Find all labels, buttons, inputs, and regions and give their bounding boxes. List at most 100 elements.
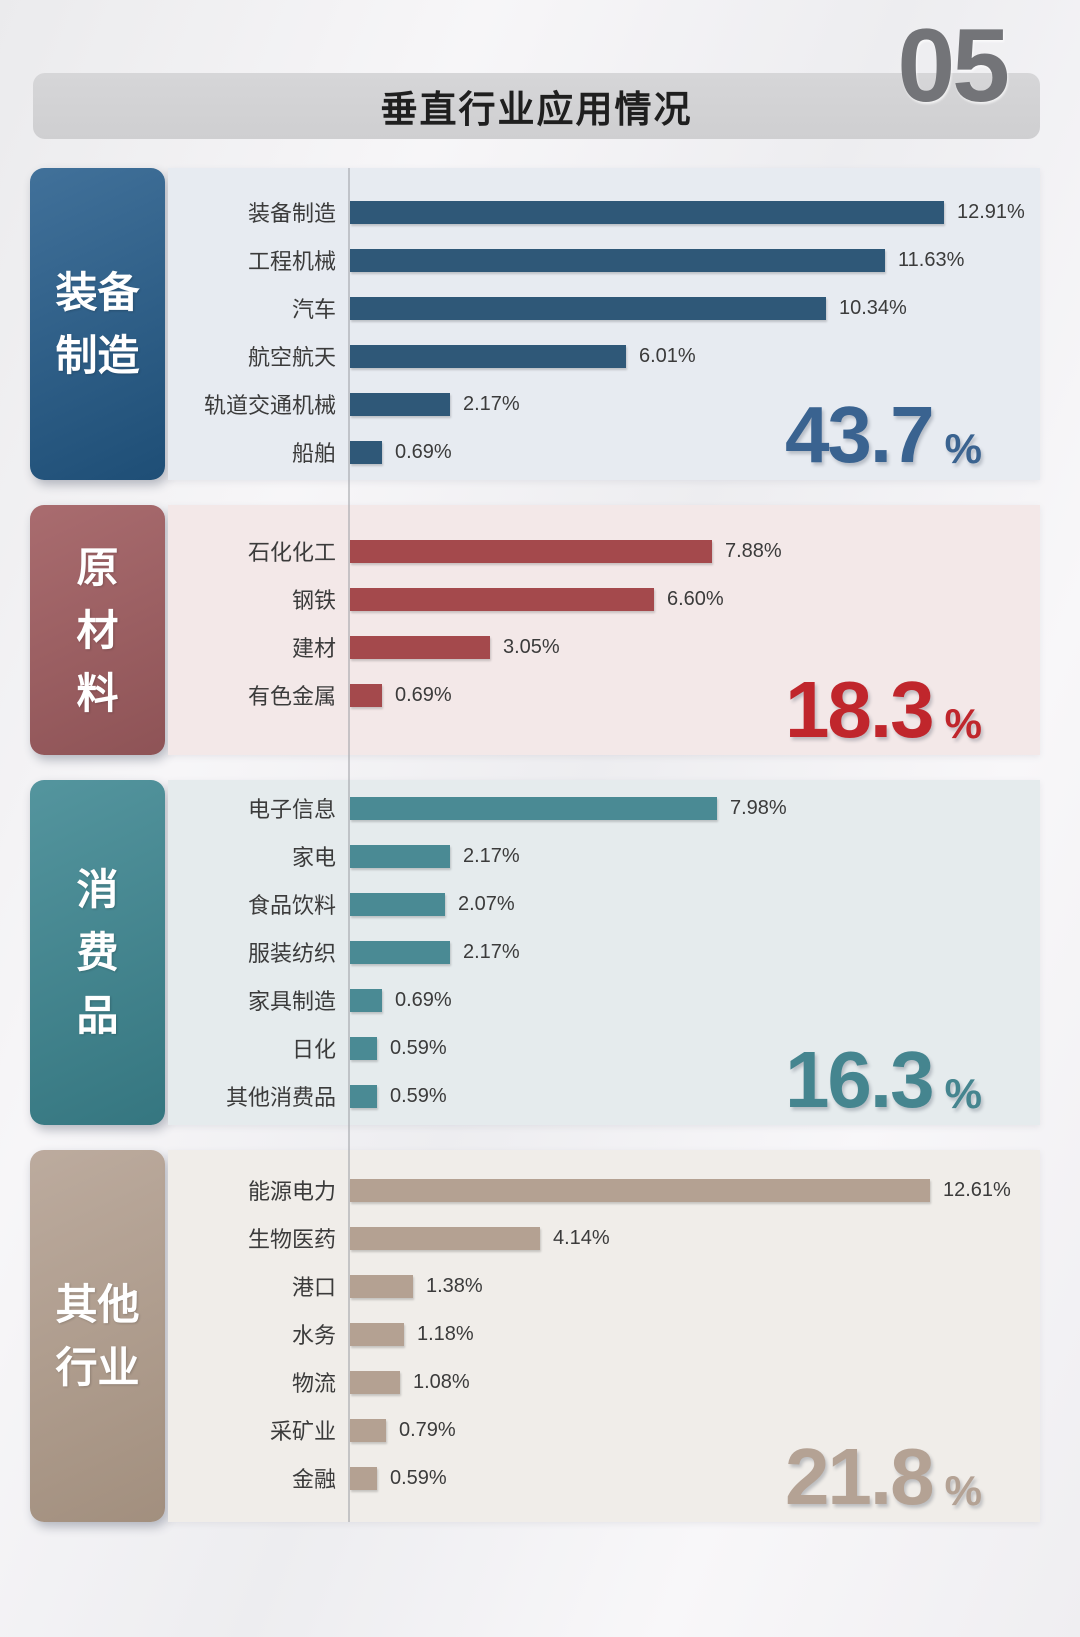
bar-row: 港口 1.38% xyxy=(168,1262,1040,1310)
bar xyxy=(350,1178,930,1202)
bar-value: 0.69% xyxy=(395,988,452,1011)
bar-label: 物流 xyxy=(291,1371,336,1396)
bar-row: 装备制造 12.91% xyxy=(168,188,1040,236)
bar xyxy=(350,296,826,320)
group-name-line: 制造 xyxy=(55,332,140,379)
bar xyxy=(350,392,450,416)
group-name-line: 材 xyxy=(76,606,119,654)
group-total-raw-materials: 18.3% xyxy=(784,665,982,755)
bar-row: 物流 1.08% xyxy=(168,1358,1040,1406)
bar-value: 1.38% xyxy=(426,1274,483,1297)
bar xyxy=(350,796,717,820)
bar-value: 3.05% xyxy=(503,635,560,658)
bar-value: 6.01% xyxy=(639,344,696,367)
bar-row: 食品饮料 2.07% xyxy=(168,880,1040,928)
group-name-line: 行业 xyxy=(55,1344,140,1391)
bar-label: 装备制造 xyxy=(247,201,336,226)
bar-label: 日化 xyxy=(291,1037,336,1062)
bar-row: 采矿业 0.79% xyxy=(168,1406,1040,1454)
group-name: 其他 行业 xyxy=(55,1273,139,1399)
bar-label: 石化化工 xyxy=(247,540,336,565)
bar-row: 汽车 10.34% xyxy=(168,284,1040,332)
percent-sign: % xyxy=(944,1070,982,1117)
group-name: 消费品 xyxy=(76,858,118,1047)
bar xyxy=(350,844,450,868)
axis-line xyxy=(348,168,350,1522)
bar xyxy=(350,1226,540,1250)
bar-label: 轨道交通机械 xyxy=(203,393,336,418)
section-consumer-goods: 消费品 电子信息 7.98% 家电 2.17% 食品饮料 2.07% 服装纺织 2.17% 家具制… xyxy=(30,780,1040,1125)
bar-value: 0.59% xyxy=(390,1466,447,1489)
chart-sections: 装备 制造 装备制造 12.91% 工程机械 11.63% 汽车 10.34% 航空航天 6.01… xyxy=(30,168,1040,1522)
bar-value: 2.17% xyxy=(463,844,520,867)
bar-label: 汽车 xyxy=(291,297,336,322)
bar xyxy=(350,892,445,916)
page-title: 垂直行业应用情况 xyxy=(380,89,693,130)
group-label-card-equipment-manufacturing: 装备 制造 xyxy=(30,168,165,480)
bar-label: 航空航天 xyxy=(247,345,336,370)
bar-value: 0.59% xyxy=(390,1084,447,1107)
group-name: 装备 制造 xyxy=(55,261,139,387)
group-total-number: 18.3 xyxy=(784,665,935,755)
bar-value: 6.60% xyxy=(667,587,724,610)
group-name-line: 其他 xyxy=(55,1281,140,1328)
group-total-number: 16.3 xyxy=(784,1035,935,1125)
bar-row: 日化 0.59% xyxy=(168,1024,1040,1072)
bar xyxy=(350,1274,413,1298)
bar-row: 工程机械 11.63% xyxy=(168,236,1040,284)
group-name-line: 品 xyxy=(76,992,119,1039)
bar xyxy=(350,1418,386,1442)
bar-label: 钢铁 xyxy=(291,588,336,613)
bar-label: 电子信息 xyxy=(247,797,336,822)
bar xyxy=(350,1466,377,1490)
group-total-other-industries: 21.8% xyxy=(784,1432,982,1522)
bar xyxy=(350,1322,404,1346)
group-name-line: 料 xyxy=(76,669,119,717)
group-label-card-other-industries: 其他 行业 xyxy=(30,1150,165,1522)
group-total-number: 21.8 xyxy=(784,1432,935,1522)
bar-row: 家具制造 0.69% xyxy=(168,976,1040,1024)
bar xyxy=(350,1084,377,1108)
bar-value: 7.88% xyxy=(725,539,782,562)
bar-value: 0.69% xyxy=(395,683,452,706)
bar-row: 有色金属 0.69% xyxy=(168,671,1040,719)
bar-row: 其他消费品 0.59% xyxy=(168,1072,1040,1120)
bar-value: 4.14% xyxy=(553,1226,610,1249)
bar-label: 其他消费品 xyxy=(225,1085,336,1110)
bar xyxy=(350,344,626,368)
bar xyxy=(350,940,450,964)
bar-value: 2.17% xyxy=(463,940,520,963)
bar-label: 能源电力 xyxy=(247,1179,336,1204)
bar-panel-other-industries: 能源电力 12.61% 生物医药 4.14% 港口 1.38% 水务 1.18% 物流 1.08%… xyxy=(168,1150,1040,1522)
bar-row: 船舶 0.69% xyxy=(168,428,1040,476)
bar xyxy=(350,1370,400,1394)
bar-value: 0.79% xyxy=(399,1418,456,1441)
percent-sign: % xyxy=(944,425,982,472)
bar-label: 金融 xyxy=(291,1467,336,1492)
percent-sign: % xyxy=(944,1467,982,1514)
bar-value: 0.59% xyxy=(390,1036,447,1059)
bar-value: 1.18% xyxy=(417,1322,474,1345)
bar-label: 生物医药 xyxy=(247,1227,336,1252)
bar-label: 建材 xyxy=(291,636,336,661)
bar-row: 能源电力 12.61% xyxy=(168,1166,1040,1214)
bar-value: 11.63% xyxy=(898,248,965,271)
bar-label: 水务 xyxy=(291,1323,336,1348)
section-raw-materials: 原材料 石化化工 7.88% 钢铁 6.60% 建材 3.05% 有色金属 0.69% 18.3% xyxy=(30,505,1040,755)
bar-value: 7.98% xyxy=(730,796,787,819)
group-name: 原材料 xyxy=(76,536,118,725)
group-total-equipment-manufacturing: 43.7% xyxy=(785,395,982,475)
bar-value: 1.08% xyxy=(413,1370,470,1393)
bar xyxy=(350,200,944,224)
bar xyxy=(350,440,382,464)
bar-value: 12.61% xyxy=(943,1178,1011,1201)
section-equipment-manufacturing: 装备 制造 装备制造 12.91% 工程机械 11.63% 汽车 10.34% 航空航天 6.01… xyxy=(30,168,1040,480)
bar-row: 钢铁 6.60% xyxy=(168,575,1040,623)
title-band: 垂直行业应用情况 xyxy=(33,73,1040,139)
bar-label: 船舶 xyxy=(291,441,336,466)
bar-row: 服装纺织 2.17% xyxy=(168,928,1040,976)
group-label-card-consumer-goods: 消费品 xyxy=(30,780,165,1125)
bar-value: 10.34% xyxy=(839,296,907,319)
bar-row: 电子信息 7.98% xyxy=(168,784,1040,832)
bar-value: 0.69% xyxy=(395,440,452,463)
